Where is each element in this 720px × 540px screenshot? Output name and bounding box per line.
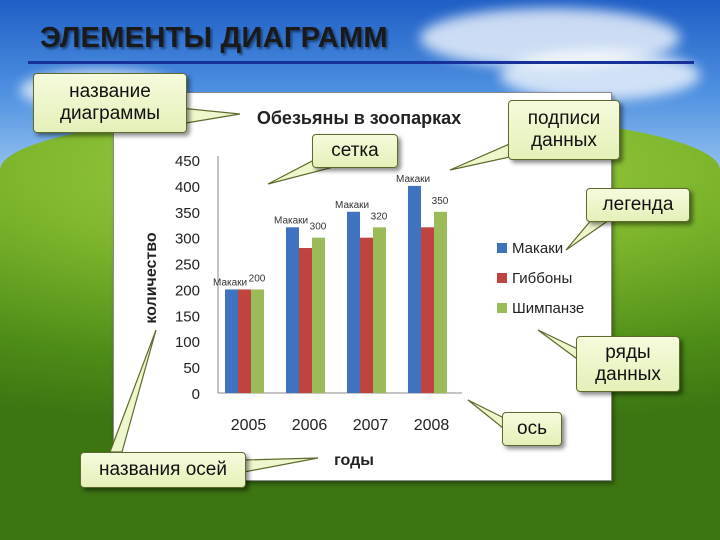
y-tick-label: 350 [175, 205, 200, 222]
legend-swatch [497, 303, 507, 313]
bar-Гиббоны-2005 [238, 289, 251, 393]
data-label: 200 [249, 273, 266, 284]
y-tick-label: 300 [175, 231, 200, 248]
y-tick-label: 100 [175, 334, 200, 351]
title-rule [28, 61, 694, 64]
x-tick-label: 2007 [353, 417, 389, 434]
callout-series: ряды данных [576, 336, 680, 392]
bar-Макаки-2005 [225, 289, 238, 393]
y-tick-label: 0 [192, 386, 200, 403]
callout-axis-titles: названия осей [80, 452, 246, 488]
legend-label: Шимпанзе [512, 300, 584, 317]
data-label: 300 [310, 222, 327, 233]
chart-svg: Обезьяны в зоопарках 0 50 100 150 200 250 300 35… [143, 108, 584, 469]
y-axis-title: количество [143, 232, 160, 324]
data-label: Макаки [335, 200, 369, 211]
x-tick-label: 2006 [292, 417, 328, 434]
slide-title: ЭЛЕМЕНТЫ ДИАГРАММ [40, 22, 388, 54]
data-label: 350 [432, 196, 449, 207]
legend-label: Макаки [512, 240, 563, 257]
bar-Гиббоны-2007 [360, 237, 373, 393]
bar-Шимпанзе-2005 [251, 289, 264, 393]
legend-label: Гиббоны [512, 270, 572, 287]
y-tick-label: 450 [175, 153, 200, 170]
y-tick-label: 50 [183, 360, 200, 377]
bar-Макаки-2007 [347, 211, 360, 393]
callout-data-labels: подписи данных [508, 100, 620, 160]
legend-swatch [497, 273, 507, 283]
bar-Шимпанзе-2006 [312, 237, 325, 393]
bar-Гиббоны-2008 [421, 227, 434, 393]
data-label: Макаки [213, 277, 247, 288]
x-tick-label: 2008 [414, 417, 450, 434]
legend-swatch [497, 243, 507, 253]
bar-Гиббоны-2006 [299, 248, 312, 393]
chart-title: Обезьяны в зоопарках [257, 108, 461, 128]
bar-Шимпанзе-2008 [434, 211, 447, 393]
bar-Шимпанзе-2007 [373, 227, 386, 393]
y-tick-label: 400 [175, 179, 200, 196]
data-label: Макаки [396, 174, 430, 185]
callout-grid: сетка [312, 134, 398, 168]
callout-legend: легенда [586, 188, 690, 222]
callout-axis: ось [502, 412, 562, 446]
x-axis-title: годы [334, 452, 374, 469]
callout-chart-title: название диаграммы [33, 73, 187, 133]
bar-Макаки-2006 [286, 227, 299, 393]
cloud [500, 50, 700, 100]
x-tick-label: 2005 [231, 417, 267, 434]
data-label: Макаки [274, 215, 308, 226]
y-tick-label: 200 [175, 282, 200, 299]
y-tick-label: 150 [175, 308, 200, 325]
data-label: 320 [371, 211, 388, 222]
bar-Макаки-2008 [408, 185, 421, 393]
y-tick-label: 250 [175, 257, 200, 274]
